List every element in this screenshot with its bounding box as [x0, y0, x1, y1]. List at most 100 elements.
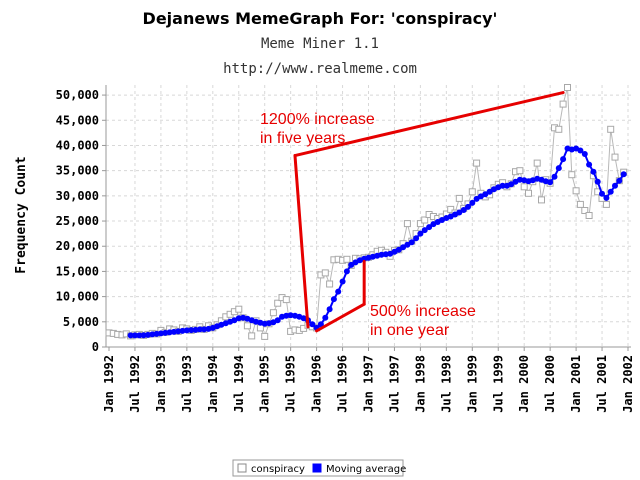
moving-average-point: [426, 224, 433, 231]
moving-average-point: [499, 182, 506, 189]
conspiracy-point: [520, 183, 528, 191]
moving-average-point: [162, 329, 169, 336]
y-tick-label: 30,000: [56, 189, 99, 203]
moving-average-point: [603, 194, 610, 201]
x-axis-ticks: Jan 1992 Jul 1992 Jan 1993 Jul 1993 Jan 1994…: [102, 347, 635, 413]
conspiracy-point: [455, 194, 463, 202]
moving-average-point: [551, 173, 558, 180]
annotation-lines: [293, 91, 565, 333]
moving-average-point: [421, 227, 428, 234]
moving-average-point: [616, 177, 623, 184]
conspiracy-point: [235, 305, 243, 313]
conspiracy-point: [468, 188, 476, 196]
annotation-five-years-line2: in five years: [260, 130, 345, 147]
conspiracy-point: [343, 255, 351, 263]
conspiracy-point: [274, 299, 282, 307]
moving-average-point: [339, 278, 346, 285]
annotation-line: [293, 91, 565, 158]
moving-average-point: [599, 190, 605, 197]
moving-average-point: [460, 207, 467, 213]
conspiracy-point: [269, 309, 277, 317]
legend-conspiracy-swatch: [237, 463, 247, 473]
moving-average-point: [577, 147, 584, 154]
y-tick-label: 45,000: [56, 113, 99, 127]
annotation-one-year-line1: 500% increase: [370, 303, 476, 320]
moving-average-point: [140, 332, 147, 339]
moving-average-point: [395, 246, 402, 253]
conspiracy-point: [248, 332, 256, 340]
moving-average-point: [196, 326, 203, 333]
conspiracy-point: [516, 167, 524, 175]
x-tick-label: Jul 2000: [543, 355, 557, 413]
x-tick-label: Jan 2001: [569, 355, 583, 413]
moving-average-point: [201, 326, 208, 333]
y-axis-ticks: 0 5,000 10,000 15,000 20,000 25,000 30,000 35,0…: [56, 88, 106, 354]
x-tick-label: Jan 1999: [465, 355, 479, 413]
conspiracy-point: [568, 171, 576, 179]
moving-average-point: [413, 235, 420, 242]
x-tick-label: Jan 1998: [413, 355, 427, 413]
legend-moving-average-swatch: [312, 463, 322, 473]
y-tick-label: 25,000: [56, 214, 99, 228]
y-tick-label: 20,000: [56, 239, 99, 253]
moving-average-point: [607, 188, 614, 195]
moving-average-point: [456, 209, 463, 216]
x-tick-label: Jan 1994: [206, 355, 220, 413]
moving-average-point: [317, 321, 324, 328]
moving-average-point: [590, 168, 597, 175]
moving-average-point: [287, 312, 294, 319]
moving-average-point: [335, 288, 342, 295]
conspiracy-point: [282, 296, 290, 304]
conspiracy-point: [611, 153, 619, 161]
conspiracy-point: [559, 100, 567, 108]
conspiracy-point: [243, 322, 251, 330]
conspiracy-point: [607, 125, 615, 133]
moving-average-point: [322, 314, 329, 321]
legend-moving-average-label: Moving average: [326, 464, 406, 475]
moving-average-point: [326, 306, 333, 313]
x-tick-label: Jan 1992: [102, 355, 116, 413]
y-tick-label: 50,000: [56, 88, 99, 102]
x-tick-label: Jul 1998: [439, 355, 453, 413]
moving-average-point: [274, 317, 281, 324]
x-tick-label: Jan 2002: [621, 355, 635, 413]
moving-average-point: [309, 321, 316, 328]
x-tick-label: Jul 1996: [336, 355, 350, 413]
annotation-one-year: 500% increase in one year: [370, 303, 476, 339]
chart-source-line: http://www.realmeme.com: [223, 61, 417, 77]
x-tick-label: Jan 2000: [517, 355, 531, 413]
moving-average-point: [581, 151, 588, 157]
x-tick-label: Jul 1993: [180, 355, 194, 413]
y-tick-label: 40,000: [56, 138, 99, 152]
conspiracy-point: [326, 280, 334, 288]
legend-conspiracy-label: conspiracy: [251, 464, 305, 475]
moving-average-point: [469, 199, 476, 206]
moving-average-point: [465, 203, 471, 210]
y-tick-label: 10,000: [56, 290, 99, 304]
x-tick-label: Jan 1993: [154, 355, 168, 413]
x-tick-label: Jul 1997: [387, 355, 401, 413]
annotation-line: [293, 154, 310, 329]
moving-average-point: [620, 171, 627, 178]
conspiracy-point: [403, 220, 411, 228]
x-tick-label: Jul 1992: [128, 355, 142, 413]
conspiracy-point: [572, 187, 580, 195]
x-tick-label: Jul 2001: [595, 355, 609, 413]
conspiracy-point: [585, 212, 593, 219]
annotation-line: [315, 302, 366, 333]
annotation-five-years-line1: 1200% increase: [260, 111, 375, 128]
conspiracy-point: [473, 159, 481, 167]
x-tick-label: Jul 1994: [232, 355, 246, 413]
y-tick-label: 5,000: [63, 315, 99, 329]
x-tick-label: Jan 1996: [310, 355, 324, 413]
x-tick-label: Jul 1995: [284, 355, 298, 413]
annotation-five-years: 1200% increase in five years: [260, 111, 375, 147]
moving-average-point: [408, 239, 415, 246]
moving-average-point: [417, 230, 424, 237]
x-tick-label: Jan 1997: [362, 355, 376, 413]
moving-average-point: [594, 178, 601, 185]
moving-average-point: [131, 332, 138, 339]
conspiracy-point: [555, 125, 563, 133]
conspiracy-point: [581, 207, 589, 214]
